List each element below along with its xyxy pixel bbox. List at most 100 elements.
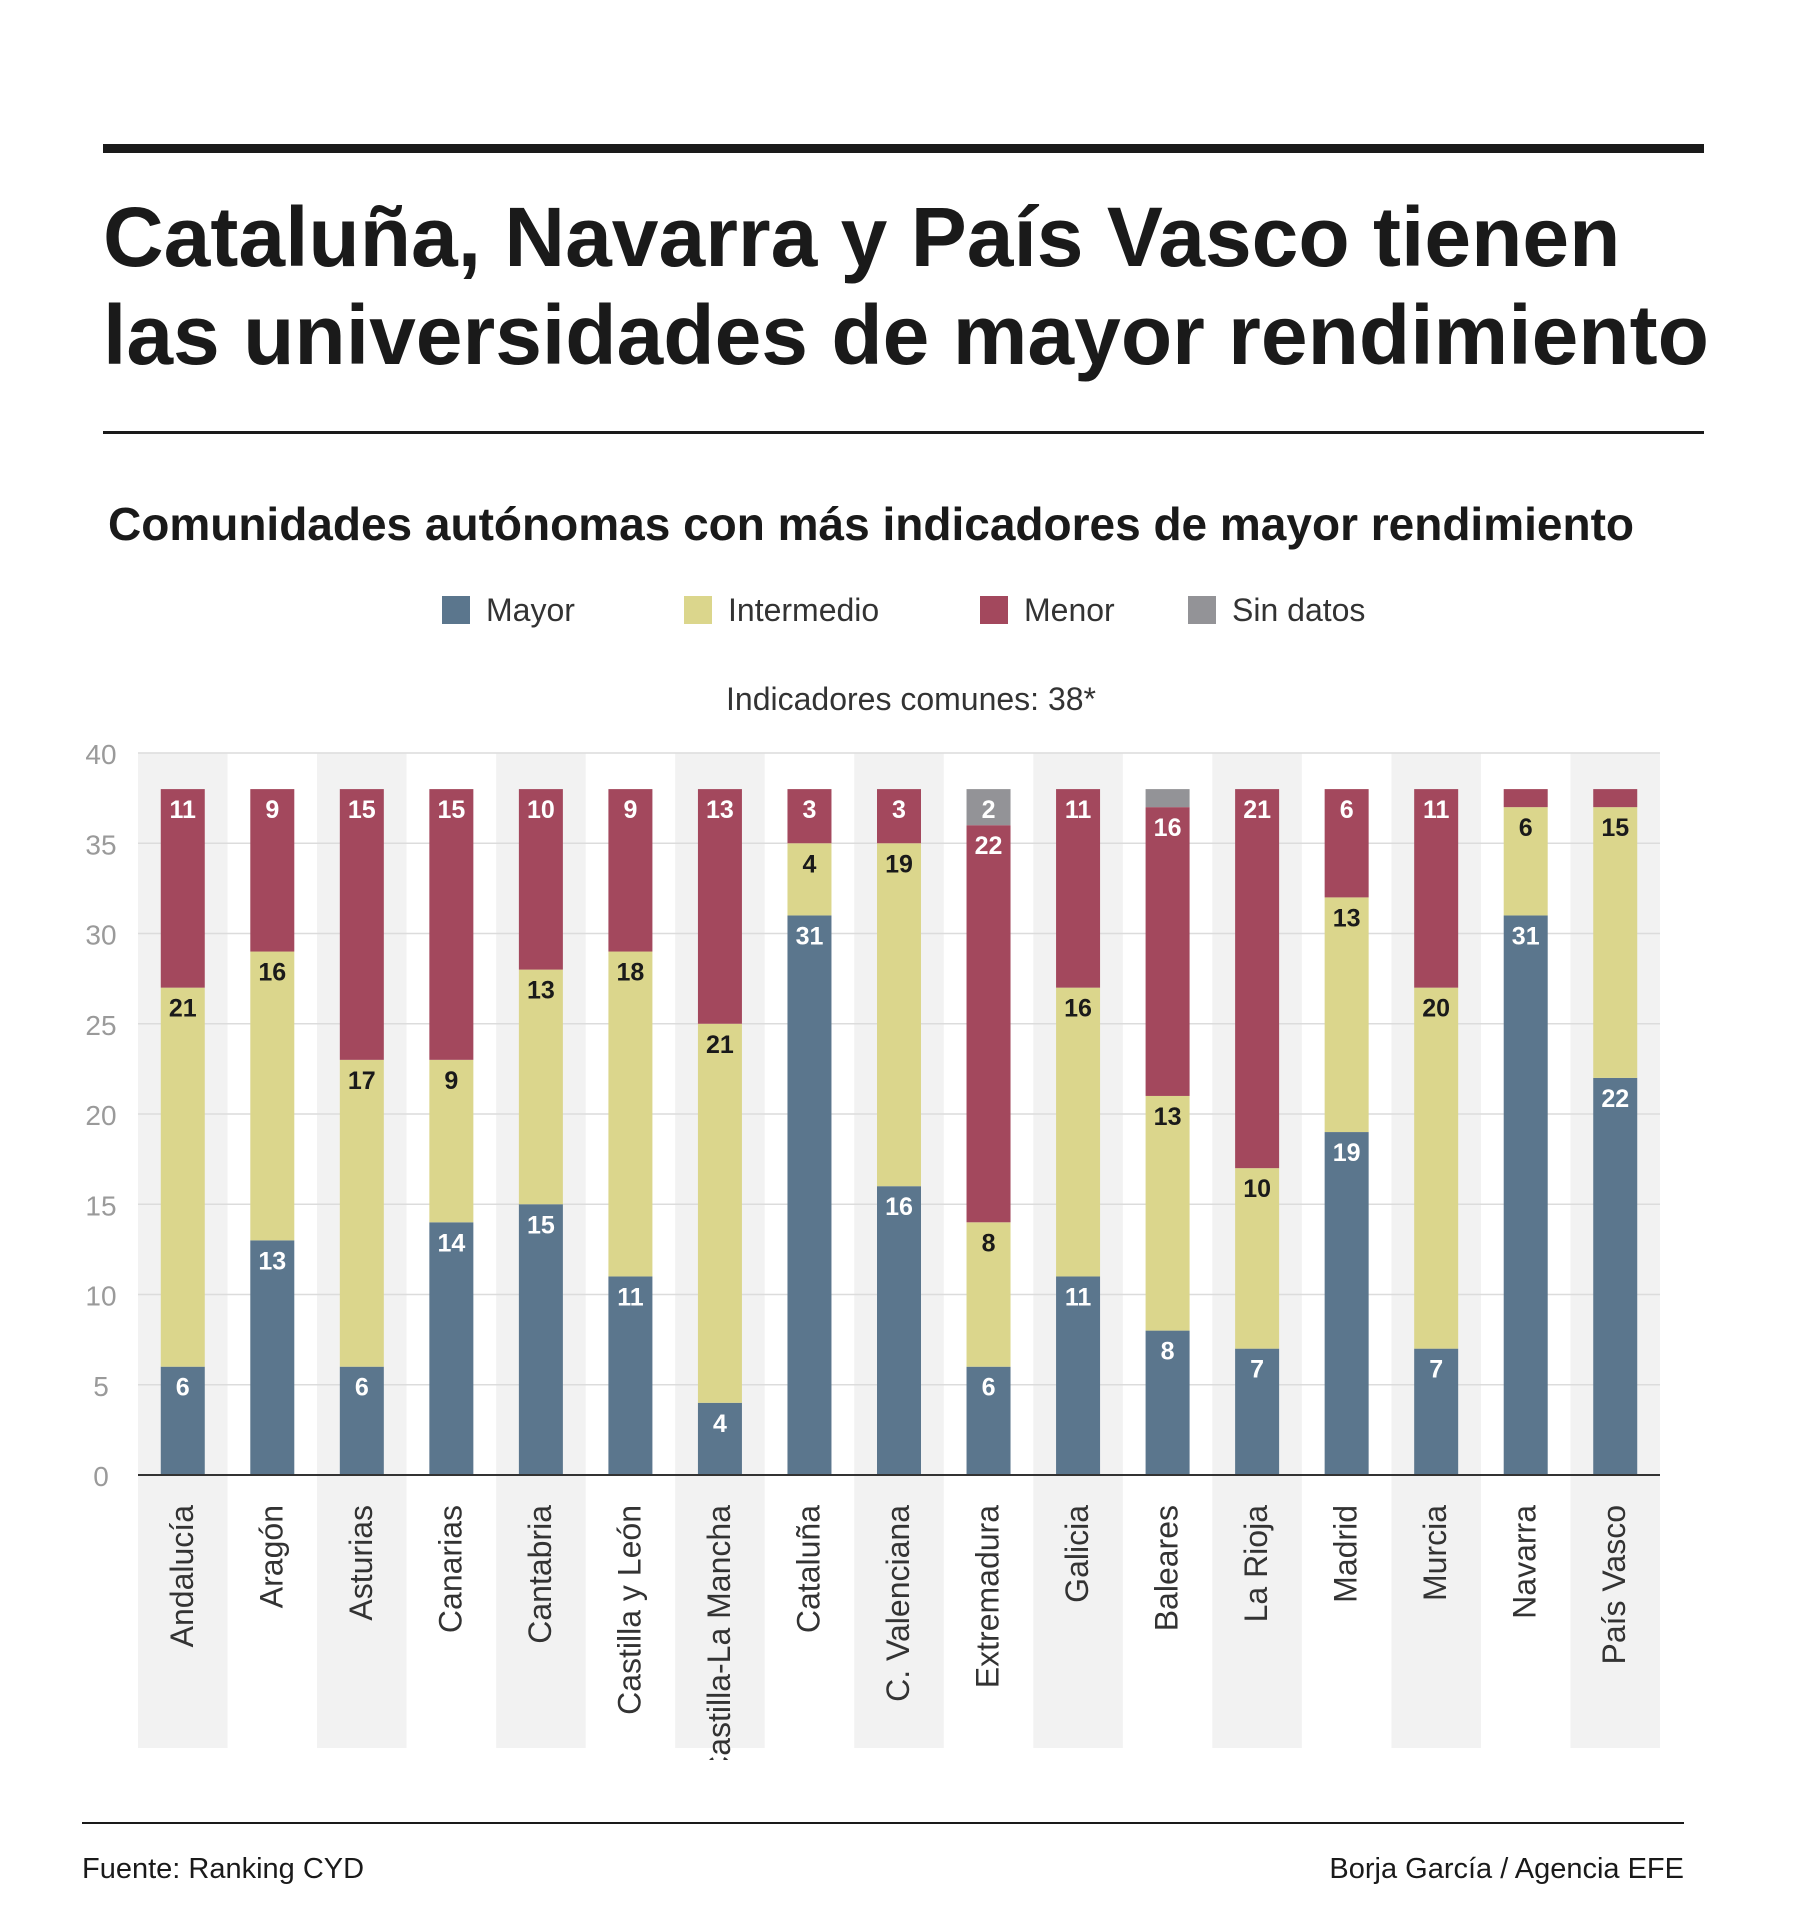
x-category-label: Madrid [1328,1505,1364,1603]
y-tick-label: 35 [85,829,116,860]
bar-segment [1324,1132,1369,1475]
bar-value-label: 4 [803,850,817,878]
page-title: Cataluña, Navarra y País Vasco tienen la… [103,188,1723,384]
bar-value-label: 3 [803,796,817,824]
bar-segment [1145,807,1190,1096]
y-tick-label: 30 [85,920,116,951]
bar-segment [877,1186,921,1475]
bar-value-label: 13 [258,1247,286,1275]
legend-swatch [980,596,1008,624]
bar-value-label: 16 [885,1193,913,1221]
bar-value-label: 15 [1601,814,1629,842]
x-category-label: Castilla y León [611,1505,647,1715]
x-category-label: Navarra [1507,1505,1543,1619]
x-category-label: Castilla-La Mancha [701,1505,737,1760]
legend-swatch [442,596,470,624]
chart-annotation: Indicadores comunes: 38* [726,681,1096,717]
bar-segment [877,789,921,844]
bar-value-label: 4 [713,1410,727,1438]
y-tick-label: 0 [93,1461,109,1492]
bar-value-label: 14 [437,1229,465,1257]
bar-segment [1593,1077,1638,1475]
legend-swatch [684,596,712,624]
y-tick-label: 40 [85,739,116,770]
x-category-label: La Rioja [1238,1505,1274,1623]
bar-value-label: 9 [265,796,279,824]
y-tick-label: 25 [85,1010,116,1041]
bar-value-label: 16 [258,959,286,987]
bar-value-label: 22 [975,832,1003,860]
bar-segment [1503,789,1548,808]
x-category-label: Andalucía [164,1505,200,1648]
bar-segment [339,1366,384,1475]
bar-value-label: 6 [176,1374,190,1402]
bar-value-label: 6 [355,1374,369,1402]
bar-value-label: 3 [892,796,906,824]
y-tick-label: 5 [93,1371,109,1402]
bar-value-label: 15 [437,796,465,824]
title-line-1: Cataluña, Navarra y País Vasco tienen [103,190,1621,284]
bar-value-label: 13 [706,796,734,824]
bar-segment [1503,807,1548,916]
bar-segment [1414,987,1459,1349]
middle-rule [103,431,1704,434]
bar-value-label: 6 [982,1374,996,1402]
bar-segment [1056,789,1101,988]
bar-value-label: 2 [982,796,996,824]
bar-segment [787,843,832,916]
top-rule [103,144,1704,153]
title-line-2: las universidades de mayor rendimiento [103,288,1709,382]
bar-segment [518,789,563,970]
stacked-bar-chart: 0 5 10 15 20 25 30 35 40 Mayor Intermedio Menor Sin … [85,592,1660,1760]
bar-segment [339,1059,384,1367]
x-category-label: Galicia [1059,1505,1095,1603]
bar-segment [250,1240,295,1475]
bar-value-label: 11 [1065,796,1092,824]
bar-segment [877,843,921,1187]
bar-segment [160,1366,205,1475]
bar-segment [1056,987,1101,1277]
bar-value-label: 9 [623,796,637,824]
bar-value-label: 6 [1519,814,1533,842]
x-category-label: Cantabria [522,1505,558,1644]
bar-value-label: 6 [1340,796,1354,824]
bar-segment [1056,1276,1101,1475]
bar-value-label: 18 [617,959,645,987]
bar-value-label: 7 [1250,1356,1264,1384]
bar-segment [429,1222,474,1475]
bar-segment [250,789,295,952]
bar-value-label: 11 [170,796,197,824]
bar-value-label: 16 [1154,814,1182,842]
bar-segment [160,987,205,1367]
bar-segment [1145,1095,1190,1331]
bar-segment [518,1204,563,1475]
legend-label: Sin datos [1232,592,1365,628]
bar-segment [250,951,295,1241]
bar-value-label: 19 [1333,1139,1361,1167]
bottom-rule [82,1822,1684,1824]
bar-segment [429,1059,474,1223]
bar-segment [1235,789,1280,1169]
bar-value-label: 15 [348,796,376,824]
bar-segment [608,1276,653,1475]
bar-segment [1593,807,1638,1078]
bar-segment [787,915,832,1475]
bar-value-label: 11 [1065,1283,1092,1311]
legend-label: Intermedio [728,592,879,628]
bar-segment [966,1366,1011,1475]
bar-value-label: 9 [444,1067,458,1095]
bar-value-label: 31 [796,922,824,950]
bar-value-label: 13 [1154,1103,1182,1131]
bar-segment [429,789,474,1060]
x-category-label: Baleares [1149,1505,1185,1631]
bar-value-label: 8 [1161,1338,1175,1366]
bar-segment [608,951,653,1277]
bar-value-label: 7 [1429,1356,1443,1384]
bar-value-label: 11 [617,1283,644,1311]
bar-segment [1324,897,1369,1133]
bar-value-label: 11 [1423,796,1450,824]
bar-segment [966,825,1011,1223]
y-tick-label: 20 [85,1100,116,1131]
bar-value-label: 8 [982,1229,996,1257]
bar-value-label: 21 [706,1031,734,1059]
